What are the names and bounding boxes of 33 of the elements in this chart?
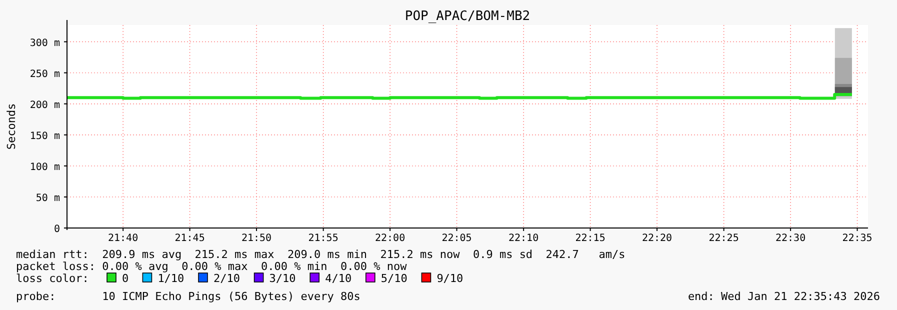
x-tick-label: 22:15 (575, 233, 606, 244)
text: end: Wed Jan 21 22:35:43 2026 (688, 290, 880, 303)
x-tick-label: 21:50 (241, 233, 272, 244)
y-axis-title: Seconds (5, 103, 18, 150)
legend-label: 4/10 (325, 272, 352, 285)
x-tick-label: 22:00 (374, 233, 406, 244)
y-tick-label: 100 m (30, 162, 60, 173)
legend-label: 5/10 (380, 272, 408, 285)
x-tick-label: 22:20 (642, 233, 672, 244)
y-tick-label: 200 m (30, 100, 60, 111)
legend-label: 3/10 (269, 272, 296, 285)
x-tick-label: 21:45 (174, 233, 205, 244)
legend-title: loss color: (16, 272, 89, 285)
y-tick-label: 150 m (30, 130, 60, 142)
y-tick-label: 50 m (36, 192, 60, 204)
x-tick-label: 21:55 (308, 233, 338, 244)
chart-title: POP_APAC/BOM-MB2 (404, 9, 530, 24)
text: median rtt: 209.9 ms avg 215.2 ms max 209.0 ms min 215.2 ms now 0.9 ms sd 242.7 am/s (16, 248, 626, 261)
legend-label: 2/10 (214, 272, 240, 285)
legend-label: 1/10 (158, 272, 184, 285)
y-tick-label: 0 (54, 224, 60, 235)
x-tick-label: 22:10 (508, 233, 539, 244)
x-tick-label: 21:40 (108, 233, 138, 244)
x-tick-label: 22:35 (842, 233, 872, 244)
y-tick-label: 250 m (30, 68, 60, 80)
legend-label: 9/10 (436, 272, 464, 285)
x-tick-label: 22:30 (775, 233, 806, 244)
x-tick-label: 22:05 (442, 233, 472, 244)
y-tick-label: 300 m (30, 38, 60, 49)
text: probe: 10 ICMP Echo Pings (56 Bytes) every 80s (16, 290, 360, 303)
text: packet loss: 0.00 % avg 0.00 % max 0.00 % min 0.00 % now (16, 260, 408, 273)
legend-label: 0 (122, 272, 129, 285)
x-tick-label: 22:25 (708, 233, 739, 244)
